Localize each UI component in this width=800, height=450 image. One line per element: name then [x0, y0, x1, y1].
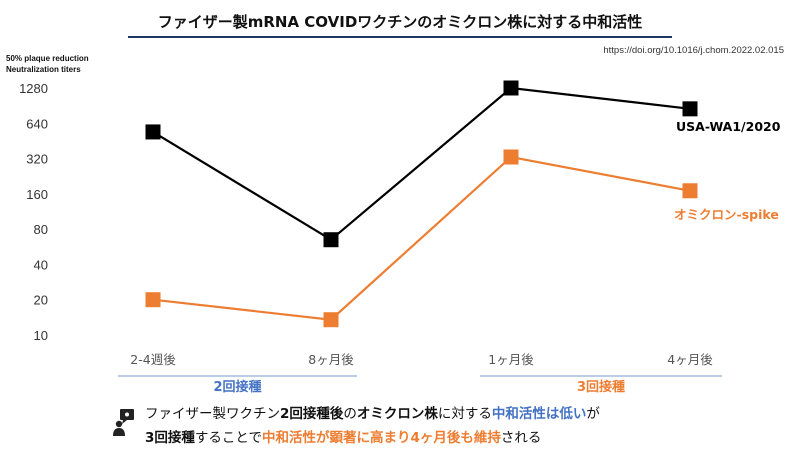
data-point-marker [682, 183, 698, 199]
x-axis-categories: 2-4週後 8ヶ月後 1ヶ月後 4ヶ月後 [130, 352, 713, 367]
series-lines [152, 86, 691, 321]
x-category-label: 4ヶ月後 [667, 352, 713, 367]
series-label-usa-wa1: USA-WA1/2020 [676, 119, 781, 134]
note-omicron: オミクロン株 [356, 406, 438, 422]
data-point-marker [503, 80, 519, 96]
summary-note-line1: ファイザー製ワクチン2回接種後のオミクロン株に対する中和活性は低いが [145, 402, 600, 422]
doi-reference: https://doi.org/10.1016/j.chom.2022.02.0… [603, 45, 784, 56]
y-tick-label: 1280 [19, 81, 48, 96]
note-two-doses: 2回接種後 [280, 406, 344, 422]
note-by-doing: することで [194, 430, 263, 446]
series-line [152, 155, 691, 321]
x-category-label: 1ヶ月後 [488, 352, 534, 367]
data-point-marker [682, 101, 698, 117]
group-label: 2回接種 [213, 379, 261, 395]
series-label-omicron: オミクロン-spike [674, 207, 779, 222]
y-tick-label: 80 [34, 222, 48, 237]
dose-groups: 2回接種 3回接種 [118, 375, 722, 395]
y-tick-label: 160 [26, 187, 48, 202]
note-vaccine: ファイザー製ワクチン [145, 406, 280, 422]
series-line [152, 86, 691, 242]
person-speech-icon [113, 409, 134, 436]
y-tick-label: 20 [34, 293, 48, 308]
chart-title: ファイザー製mRNA COVIDワクチンのオミクロン株に対する中和活性 [158, 13, 643, 31]
note-done: される [500, 430, 542, 446]
note-three-doses: 3回接種 [145, 430, 195, 446]
data-point-marker [503, 149, 519, 165]
y-axis-label-line1: 50% plaque reduction [6, 54, 89, 63]
note-low-activity: 中和活性は低い [491, 406, 587, 422]
series-markers [145, 80, 698, 328]
note-against: に対する [437, 406, 492, 422]
data-point-marker [323, 232, 339, 248]
note-no: の [343, 406, 357, 422]
note-high-activity: 中和活性が顕著に高まり4ヶ月後も維持 [262, 430, 501, 446]
group-label: 3回接種 [577, 379, 625, 395]
data-point-marker [323, 312, 339, 328]
y-tick-label: 640 [26, 116, 48, 131]
y-axis-label-line2: Neutralization titers [6, 65, 81, 74]
note-but: が [586, 406, 600, 422]
y-tick-label: 10 [34, 328, 48, 343]
y-axis-ticks: 10 20 40 80 160 320 640 1280 [19, 81, 48, 343]
data-point-marker [145, 124, 161, 140]
summary-note-line2: 3回接種することで中和活性が顕著に高まり4ヶ月後も維持される [145, 426, 541, 446]
y-tick-label: 320 [26, 152, 48, 167]
y-tick-label: 40 [34, 257, 48, 272]
x-category-label: 8ヶ月後 [308, 352, 354, 367]
data-point-marker [145, 292, 161, 308]
x-category-label: 2-4週後 [130, 352, 176, 367]
